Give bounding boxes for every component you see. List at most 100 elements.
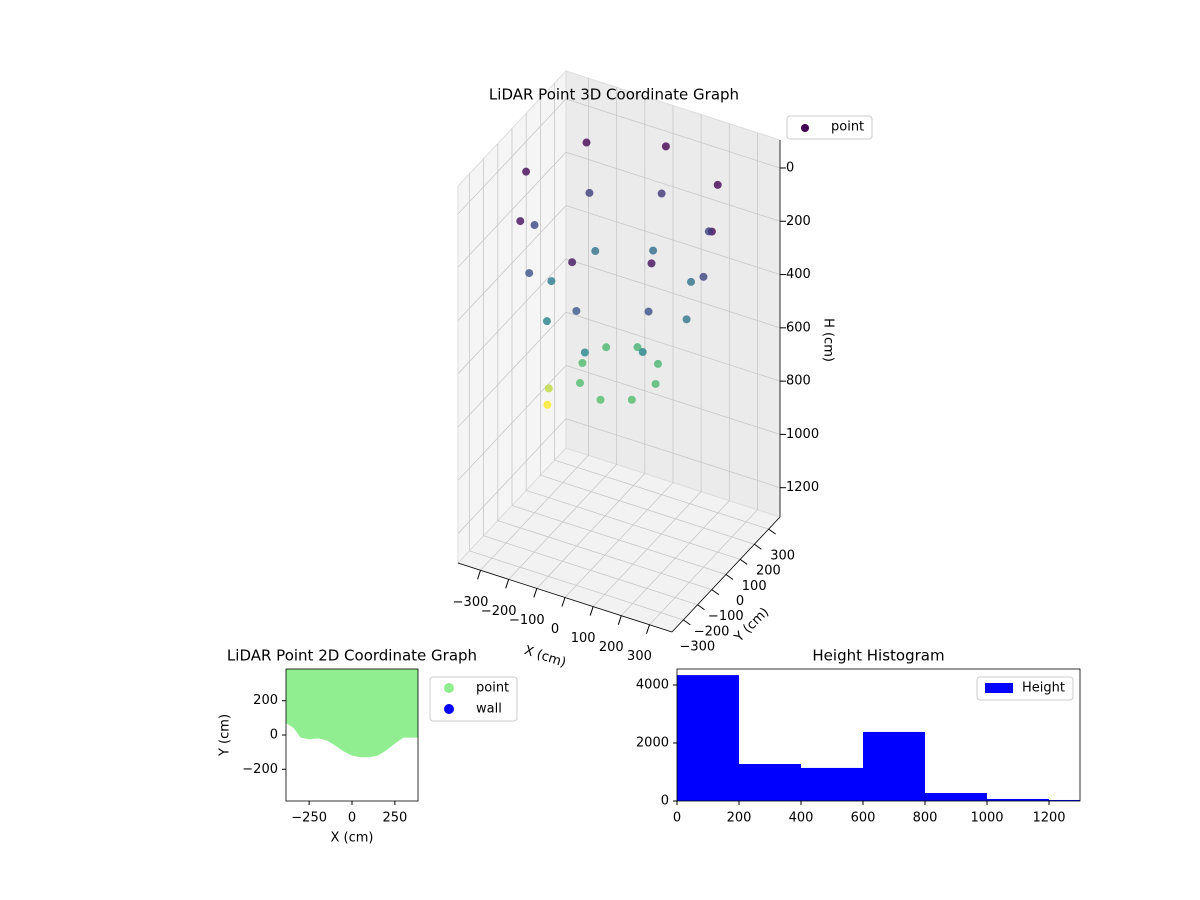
grid-line	[540, 98, 755, 545]
chart-title: LiDAR Point 2D Coordinate Graph	[227, 647, 477, 665]
y-tick	[683, 619, 691, 626]
z-axis-label: H (cm)	[821, 318, 836, 362]
grid-line	[457, 98, 781, 215]
point	[657, 189, 666, 198]
legend-box	[429, 676, 518, 722]
y-tick-label: −200	[242, 762, 278, 777]
x-tick	[533, 588, 538, 598]
bar	[863, 731, 925, 801]
legend-box	[786, 115, 873, 140]
axes-frame	[676, 668, 1081, 802]
x-tick-label: −100	[509, 613, 545, 628]
legend-label: point	[831, 120, 864, 135]
point	[651, 379, 660, 388]
bar	[677, 675, 739, 801]
y-tick-label: 200	[253, 693, 278, 708]
point	[568, 258, 577, 267]
z-tick-label: 600	[786, 320, 811, 335]
z-tick-label: 1200	[786, 480, 819, 495]
y-tick-label: 0	[736, 594, 744, 609]
x-tick	[561, 597, 566, 607]
y-tick	[711, 589, 720, 596]
y-tick	[768, 528, 776, 535]
y-tick-label: 2000	[636, 735, 669, 750]
y-tick-label: 100	[742, 579, 767, 594]
x-tick-label: 200	[727, 811, 752, 826]
point	[602, 343, 611, 352]
legend-marker	[444, 683, 454, 693]
point	[576, 379, 585, 388]
point	[582, 138, 591, 147]
legend-label: wall	[476, 702, 502, 717]
grid-line	[483, 158, 698, 606]
grid-line	[564, 105, 674, 598]
point	[547, 277, 556, 286]
y-tick-label: 4000	[636, 677, 669, 692]
legend-swatch	[985, 683, 1013, 693]
point	[543, 400, 552, 409]
x-tick	[477, 570, 482, 580]
y-tick-label: 300	[770, 549, 795, 564]
point	[544, 384, 553, 393]
grid-line	[536, 96, 646, 589]
z-tick-label: 400	[786, 267, 811, 282]
x-axis-label: X (cm)	[331, 831, 374, 846]
point	[591, 247, 600, 256]
y-tick	[754, 543, 762, 550]
point	[633, 343, 642, 352]
point	[522, 167, 531, 176]
point	[644, 307, 653, 316]
x-tick-label: −300	[453, 595, 489, 610]
legend-label: point	[476, 681, 509, 696]
chart-title: Height Histogram	[812, 647, 944, 665]
point	[661, 142, 670, 151]
x-tick-label: 300	[627, 649, 652, 664]
x-tick-label: 1200	[1032, 811, 1065, 826]
grid-line	[525, 113, 741, 560]
bar	[1049, 799, 1080, 801]
y-tick-label: 0	[270, 728, 278, 743]
y-tick-label: −200	[694, 624, 730, 639]
x-tick	[645, 624, 650, 634]
x-tick-label: 0	[551, 622, 559, 637]
x-tick-label: 200	[599, 640, 624, 655]
grid-line	[592, 114, 702, 607]
x-tick-label: 0	[348, 811, 356, 826]
z-tick-label: 0	[786, 160, 794, 175]
grid-line	[457, 258, 781, 375]
point	[682, 315, 691, 324]
x-tick-label: 100	[571, 631, 596, 646]
point	[530, 221, 539, 230]
point	[647, 259, 656, 268]
point	[687, 277, 696, 286]
point	[542, 317, 551, 326]
y-tick-label: −300	[680, 639, 716, 654]
grid-line	[457, 364, 781, 481]
point	[713, 180, 722, 189]
bar	[801, 767, 863, 801]
legend-label: Height	[1022, 681, 1065, 696]
grid-line	[457, 418, 781, 534]
x-tick-label: 800	[913, 811, 938, 826]
grid-line	[649, 132, 758, 626]
point-region	[286, 669, 418, 758]
x-tick-label: −200	[481, 604, 517, 619]
point	[578, 359, 587, 368]
point	[580, 348, 589, 357]
y-tick	[697, 604, 705, 611]
z-tick-label: 1000	[786, 427, 819, 442]
y-axis-label: Y (cm)	[218, 714, 233, 757]
x-tick-label: 250	[382, 811, 407, 826]
bar	[925, 793, 987, 801]
y-tick-label: 200	[756, 564, 781, 579]
point	[572, 306, 581, 315]
point	[525, 269, 534, 278]
x-tick	[617, 615, 622, 625]
x-axis-label: X (cm)	[522, 643, 568, 671]
x-tick-label: 1000	[970, 811, 1003, 826]
point	[649, 246, 658, 255]
grid-line	[497, 143, 712, 591]
y-tick-label: −100	[708, 609, 744, 624]
grid-line	[621, 123, 730, 616]
